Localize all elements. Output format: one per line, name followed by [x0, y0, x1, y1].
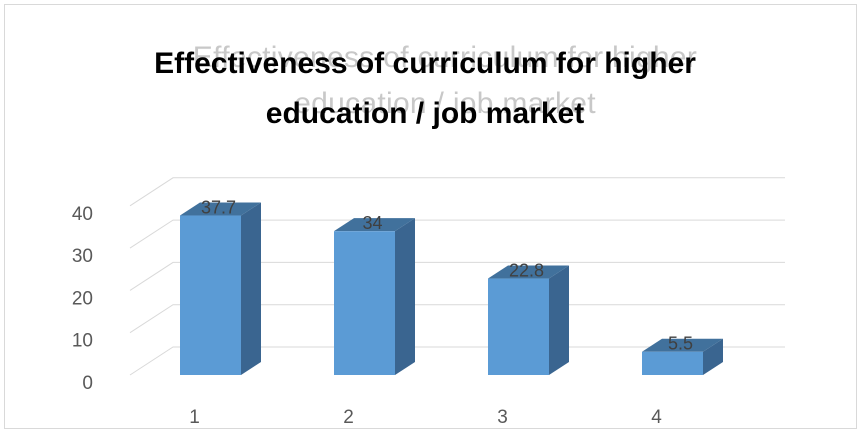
y-tick-label: 40: [72, 204, 93, 225]
data-label: 5.5: [668, 334, 693, 354]
chart-frame: Effectiveness of curriculum for higher e…: [4, 4, 857, 429]
data-label: 37.7: [201, 198, 236, 218]
chart-title-shadow-line-1: Effectiveness of curriculum for higher: [192, 41, 698, 74]
x-tick-label: 4: [651, 407, 662, 428]
bar: [180, 215, 241, 375]
chart-title: Effectiveness of curriculum for higher e…: [115, 39, 735, 139]
chart-title-shadow: Effectiveness of curriculum for higher e…: [135, 35, 755, 127]
chart-title-line-1: Effectiveness of curriculum for higher: [154, 47, 696, 80]
data-label: 22.8: [509, 261, 544, 281]
gridline: [129, 261, 785, 291]
gridline: [129, 177, 785, 207]
y-tick-label: 10: [72, 331, 93, 352]
y-tick-label: 0: [82, 373, 93, 394]
bar-side: [703, 338, 723, 375]
bar-top: [180, 202, 261, 216]
bar-top: [642, 338, 723, 352]
x-tick-label: 1: [189, 407, 200, 428]
bar-top: [488, 265, 569, 279]
bar-side: [241, 202, 261, 375]
gridline: [129, 346, 785, 376]
bar-side: [549, 265, 569, 375]
gridlines: [129, 177, 785, 376]
bar: [488, 278, 549, 375]
bar: [642, 351, 703, 375]
x-axis-ticks: 1 2 3 4: [189, 407, 662, 428]
bar: [334, 231, 395, 375]
bars: [180, 202, 723, 375]
bar-top: [334, 218, 415, 232]
x-tick-label: 2: [343, 407, 354, 428]
y-tick-label: 20: [72, 288, 93, 309]
gridline: [129, 304, 785, 334]
x-tick-label: 3: [497, 407, 508, 428]
data-labels: 37.7 34 22.8 5.5: [201, 198, 693, 354]
chart-title-shadow-line-2: education / job market: [294, 87, 596, 120]
bar-side: [395, 218, 415, 375]
data-label: 34: [362, 213, 382, 233]
chart-title-line-2: education / job market: [265, 97, 585, 130]
y-tick-label: 30: [72, 246, 93, 267]
gridline: [129, 219, 785, 249]
y-axis-ticks: 0 10 20 30 40: [72, 204, 93, 394]
